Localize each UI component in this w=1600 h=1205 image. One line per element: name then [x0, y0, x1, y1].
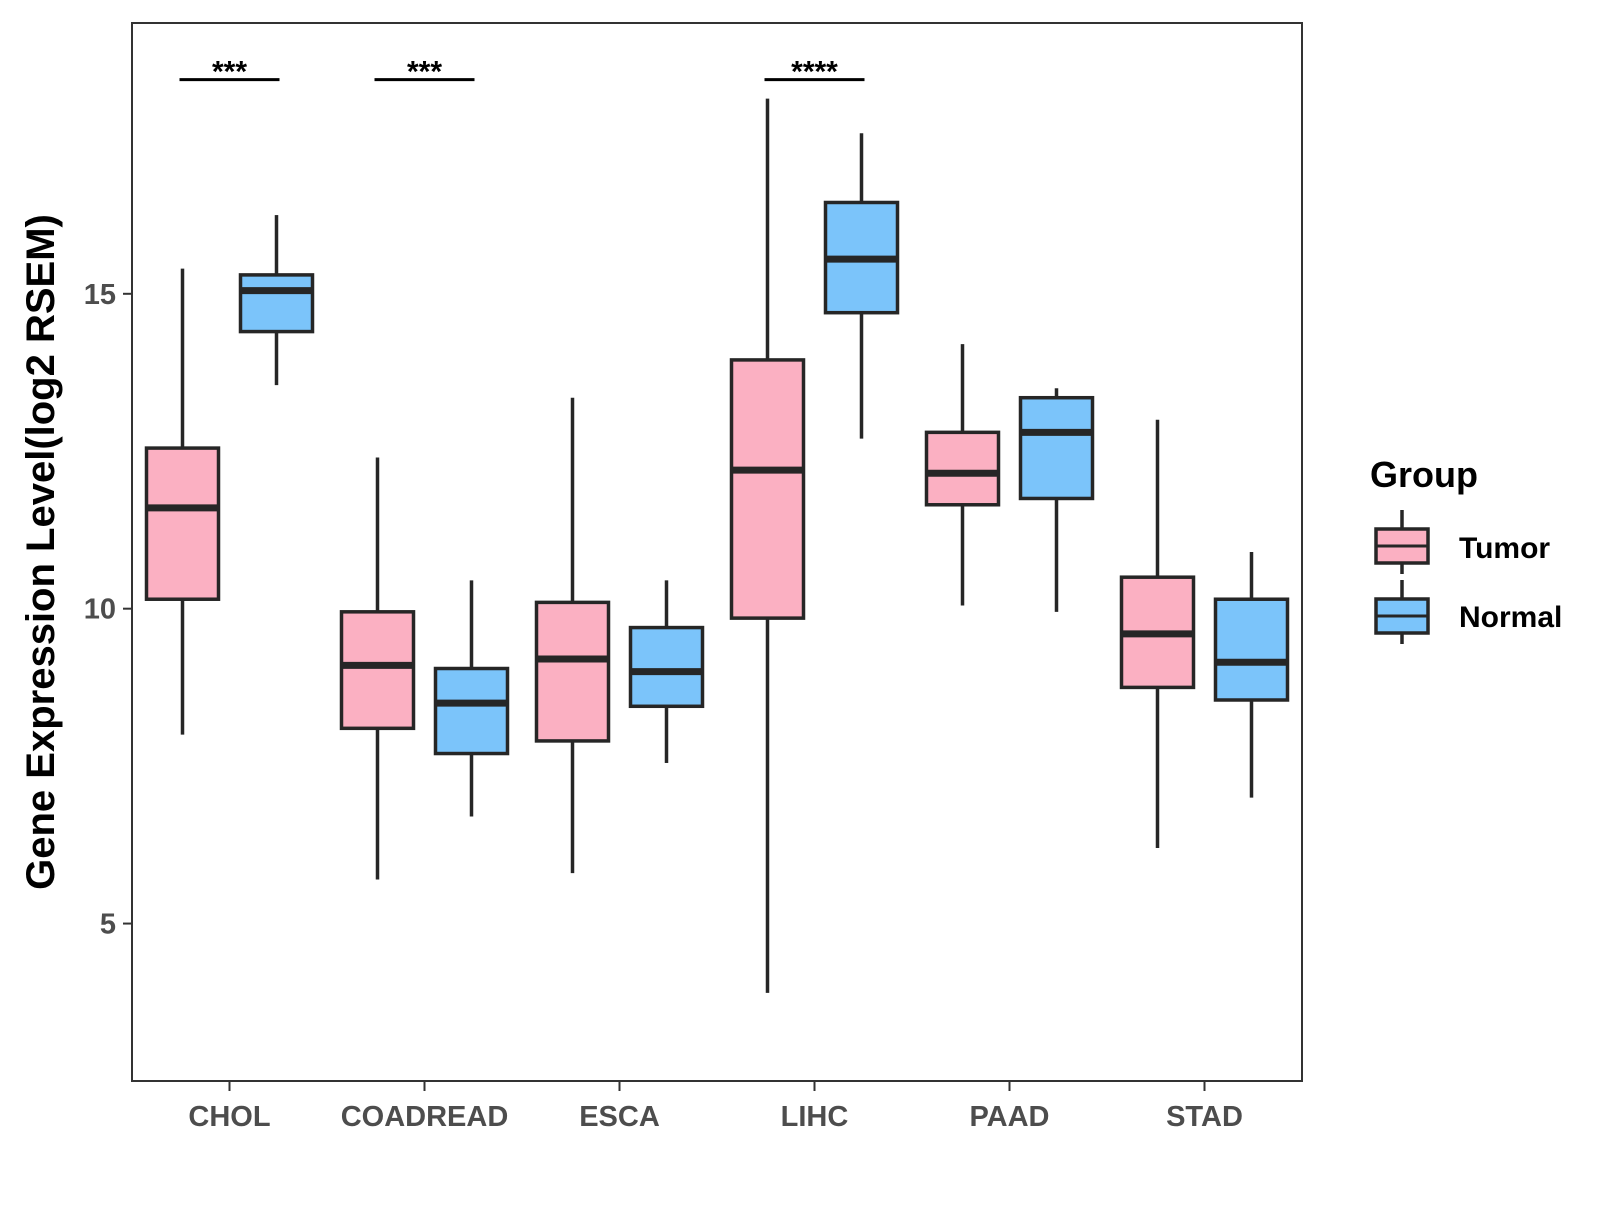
box-body [339, 610, 416, 731]
y-tick-label-5: 5 [100, 909, 116, 941]
box-tumor-coadread [339, 457, 416, 880]
plot-panel-border [131, 22, 1303, 1082]
box-body [144, 446, 221, 601]
box-body [433, 666, 510, 756]
x-tick-label-lihc: LIHC [781, 1101, 849, 1133]
significance-label-lihc: **** [791, 56, 838, 89]
box-body [1213, 597, 1290, 702]
box-body [729, 358, 806, 620]
x-tick-label-stad: STAD [1166, 1101, 1243, 1133]
legend-title: Group [1370, 454, 1478, 495]
x-tick-label-coadread: COADREAD [341, 1101, 509, 1133]
box-body [924, 430, 1001, 507]
box-body [238, 273, 315, 334]
box-normal-esca [628, 580, 705, 763]
significance-label-chol: *** [212, 56, 247, 89]
y-axis-title: Gene Expression Level(log2 RSEM) [19, 214, 63, 890]
box-tumor-chol [144, 268, 221, 735]
box-tumor-lihc [729, 98, 806, 993]
box-normal-coadread [433, 580, 510, 817]
legend-label-normal: Normal [1459, 601, 1562, 634]
box-tumor-paad [924, 344, 1001, 606]
box-tumor-stad [1119, 419, 1196, 848]
box-body [534, 600, 611, 743]
legend-key-normal [1374, 580, 1430, 644]
legend-key-tumor [1374, 510, 1430, 574]
box-body [1018, 395, 1095, 501]
significance-label-coadread: *** [407, 56, 442, 89]
box-normal-chol [238, 215, 315, 386]
y-tick-label-15: 15 [84, 279, 116, 311]
box-normal-lihc [823, 133, 900, 439]
x-tick-label-esca: ESCA [579, 1101, 660, 1133]
box-body [628, 625, 705, 709]
box-tumor-esca [534, 397, 611, 874]
x-tick-label-chol: CHOL [188, 1101, 270, 1133]
box-normal-stad [1213, 552, 1290, 798]
legend-label-tumor: Tumor [1459, 532, 1550, 565]
box-normal-paad [1018, 388, 1095, 612]
y-tick-label-10: 10 [84, 594, 116, 626]
x-tick-label-paad: PAAD [969, 1101, 1049, 1133]
